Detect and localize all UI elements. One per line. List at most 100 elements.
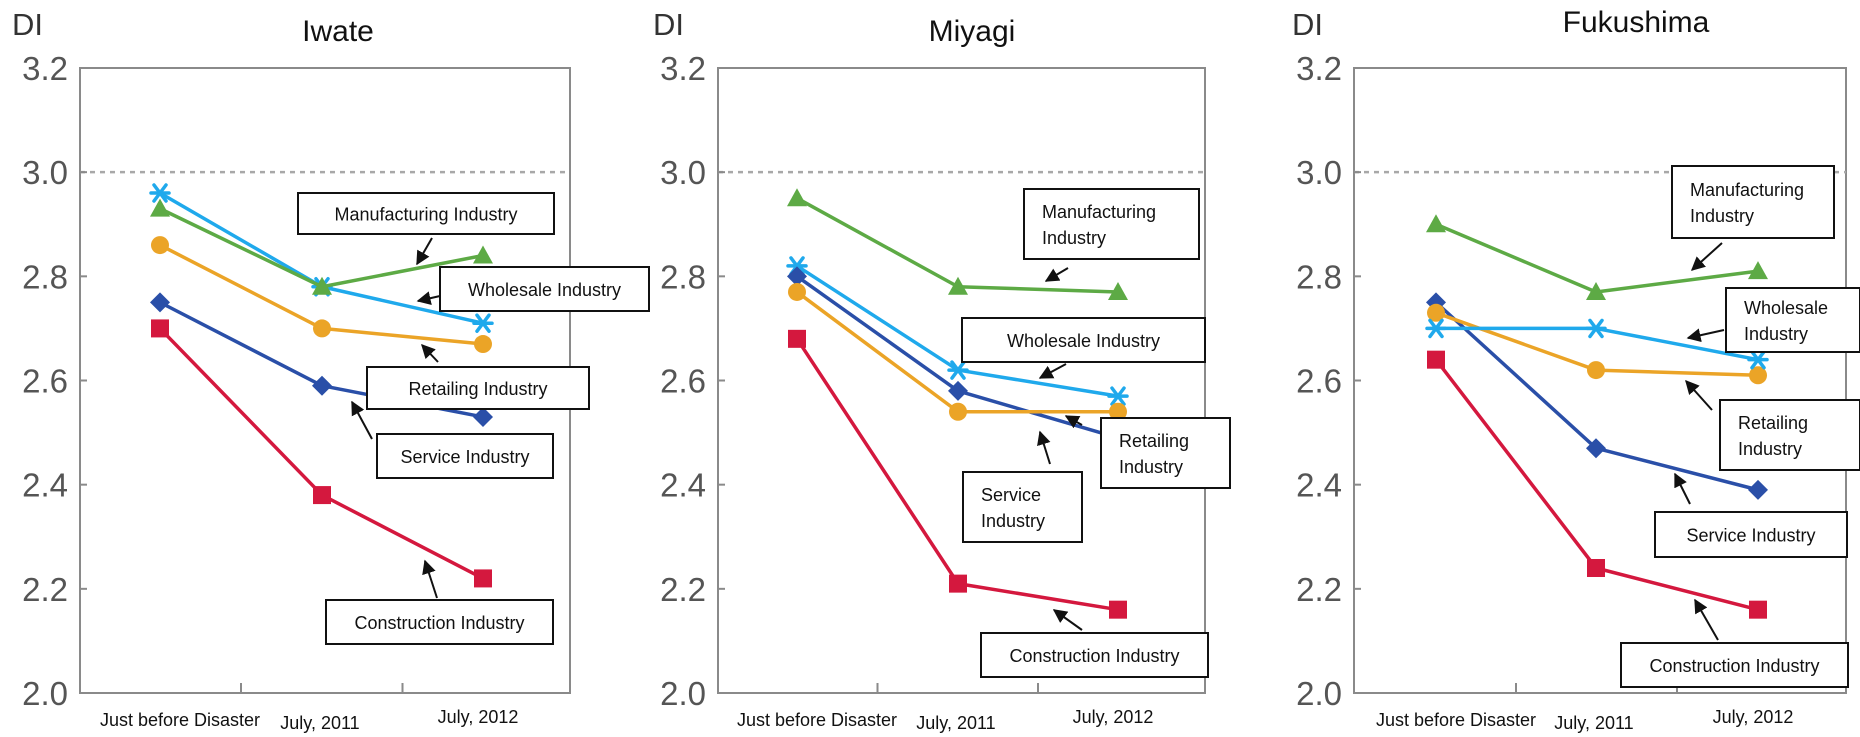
data-point: [1586, 281, 1606, 300]
callout-construction-industry: Construction Industry: [325, 559, 554, 645]
series-label: Service Industry: [400, 447, 529, 467]
callout-wholesale-industry: Wholesale Industry: [1686, 287, 1860, 353]
callout-arrow: [1694, 598, 1719, 641]
callout-box: [980, 632, 1209, 678]
y-tick-label: 3.2: [1296, 50, 1342, 87]
callout-box: [366, 366, 590, 410]
data-point: [312, 375, 332, 396]
callout-arrow: [1685, 379, 1713, 411]
x-tick-label: Just before Disaster: [100, 710, 260, 730]
callout-arrow: [1044, 267, 1069, 282]
data-point: [1748, 261, 1768, 280]
y-tick-label: 2.2: [660, 571, 706, 608]
callout-box: [1023, 188, 1200, 260]
data-point: [149, 183, 171, 203]
x-tick-label: Just before Disaster: [737, 710, 897, 730]
data-point: [788, 329, 806, 348]
data-point: [948, 276, 968, 295]
data-point: [787, 188, 807, 207]
series-retailing-industry: [788, 282, 1127, 421]
data-point: [1109, 402, 1127, 421]
y-tick-label: 2.0: [1296, 675, 1342, 712]
series-wholesale-industry: [1425, 318, 1769, 370]
data-point: [1587, 361, 1605, 380]
callout-arrow: [1052, 609, 1083, 631]
series-label: Service: [981, 485, 1041, 505]
series-construction-industry: [151, 319, 492, 588]
series-label: Retailing: [1738, 413, 1808, 433]
data-point: [151, 236, 169, 255]
callout-service-industry: Service Industry: [962, 430, 1083, 543]
data-point: [1586, 438, 1606, 459]
chart-title: Iwate: [302, 15, 374, 48]
data-point: [1587, 559, 1605, 577]
y-tick-label: 2.8: [22, 258, 68, 295]
y-tick-label: 3.0: [1296, 154, 1342, 191]
data-point: [1585, 318, 1607, 339]
data-point: [1425, 318, 1447, 339]
data-point: [473, 406, 493, 427]
series-label: Construction Industry: [1009, 646, 1179, 666]
series-label: Industry: [981, 511, 1045, 531]
callout-arrow: [1690, 242, 1723, 271]
data-point: [949, 574, 967, 593]
callout-box: [297, 192, 555, 235]
data-point: [313, 486, 331, 505]
callout-box: [1620, 642, 1849, 688]
callout-arrow: [1064, 415, 1083, 429]
series-label: Wholesale Industry: [468, 280, 621, 300]
callout-box: [1725, 287, 1860, 353]
series-wholesale-industry: [786, 256, 1129, 406]
y-axis-label: DI: [1292, 7, 1323, 42]
x-tick-label: July, 2012: [438, 707, 519, 727]
x-tick-label: July, 2011: [1554, 713, 1633, 733]
data-point: [473, 245, 493, 264]
y-tick-label: 2.0: [660, 675, 706, 712]
callout-box: [1100, 417, 1231, 489]
callout-box: [1671, 165, 1835, 239]
data-point: [948, 380, 968, 401]
x-tick-label: July, 2012: [1713, 707, 1794, 727]
y-tick-label: 2.4: [1296, 467, 1342, 504]
y-tick-label: 2.4: [660, 467, 706, 504]
chart-title: Miyagi: [929, 15, 1016, 48]
series-manufacturing-industry: [787, 188, 1128, 300]
series-label: Manufacturing: [1690, 180, 1804, 200]
data-point: [1108, 281, 1128, 300]
y-tick-label: 2.4: [22, 467, 68, 504]
series-label: Industry: [1119, 457, 1183, 477]
data-point: [787, 266, 807, 287]
chart-panel-fukushima: Fukushima DI 2.0 2.2 2.4 2.6 2.8 3.0 3.2 Just bef…: [1292, 6, 1860, 733]
callout-retailing-industry: Retailing Industry: [1064, 415, 1231, 489]
y-tick-label: 3.0: [22, 154, 68, 191]
series-retailing-industry: [151, 236, 492, 354]
series-label: Construction Industry: [1649, 656, 1819, 676]
callout-box: [962, 471, 1083, 543]
series-retailing-industry: [1427, 303, 1767, 385]
y-tick-label: 2.8: [660, 258, 706, 295]
series-construction-industry: [788, 329, 1127, 619]
chart-panel-miyagi: Miyagi DI 2.0 2.2 2.4 2.6 2.8 3.0 3.2 Just before…: [653, 7, 1231, 733]
callout-service-industry: Service Industry: [1654, 472, 1848, 558]
callout-retailing-industry: Retailing Industry: [366, 343, 590, 410]
series-manufacturing-industry: [150, 198, 493, 295]
callout-arrow: [416, 291, 441, 306]
x-tick-label: July, 2011: [280, 713, 359, 733]
callout-manufacturing-industry: Manufacturing Industry: [1671, 165, 1835, 271]
chart-title: Fukushima: [1563, 6, 1710, 39]
y-tick-label: 2.0: [22, 675, 68, 712]
callout-wholesale-industry: Wholesale Industry: [961, 317, 1206, 379]
callout-box: [1719, 399, 1860, 471]
data-point: [1427, 303, 1445, 322]
series-label: Manufacturing Industry: [334, 205, 517, 225]
data-point: [1426, 214, 1446, 233]
callout-arrow: [416, 237, 433, 266]
callout-box: [439, 266, 650, 312]
data-point: [313, 319, 331, 338]
data-point: [947, 360, 969, 380]
y-tick-label: 2.8: [1296, 258, 1342, 295]
callout-construction-industry: Construction Industry: [980, 609, 1209, 678]
y-axis-label: DI: [653, 7, 684, 42]
series-label: Retailing Industry: [408, 379, 547, 399]
